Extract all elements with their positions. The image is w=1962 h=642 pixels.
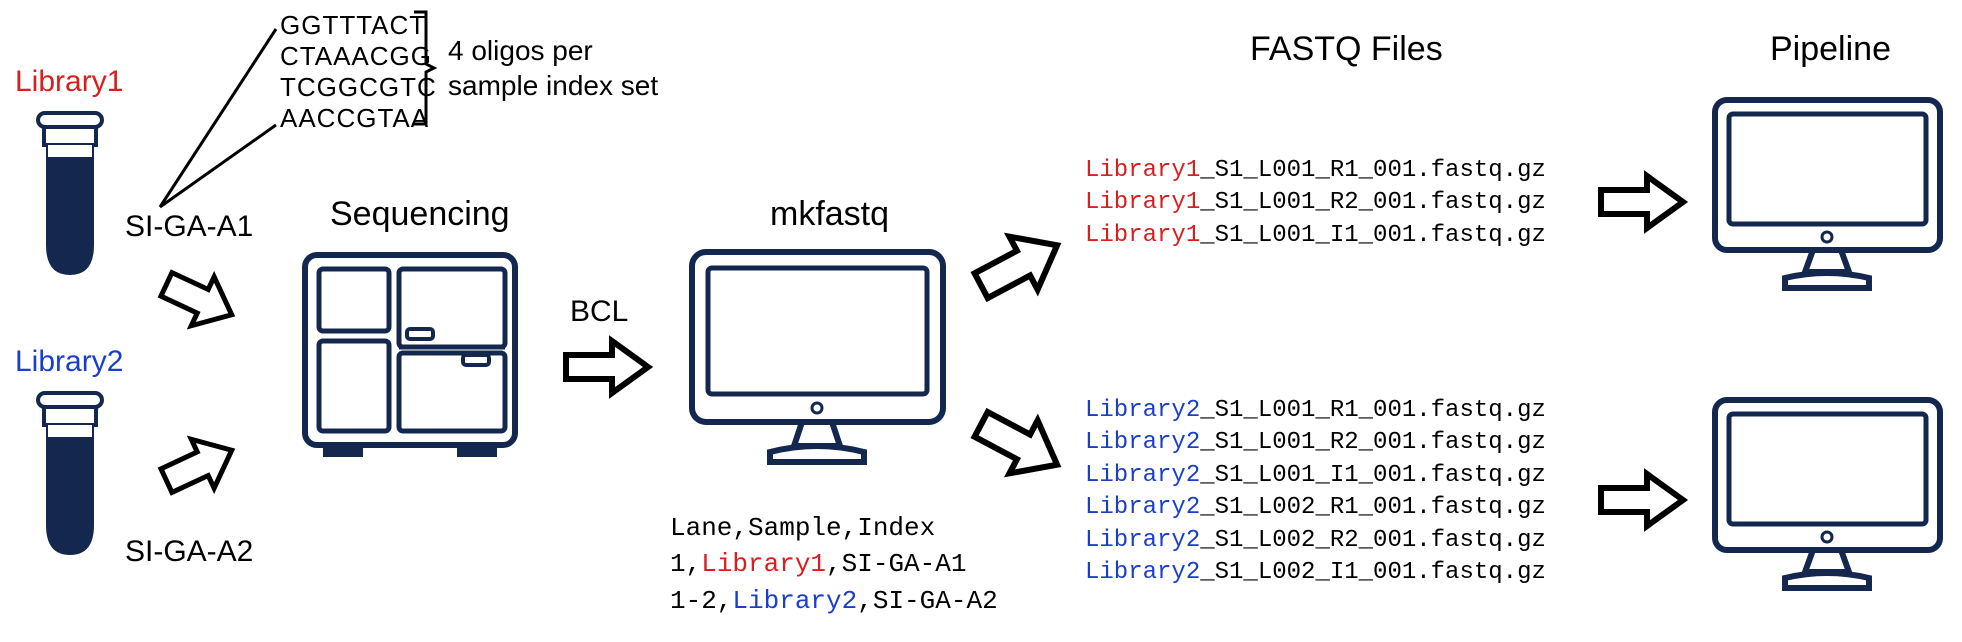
monitor-pipeline-1-icon xyxy=(1705,90,1950,305)
fastq-lib2-l1-rest: _S1_L001_R1_001.fastq.gz xyxy=(1200,397,1546,424)
fastq-lib2-l1: Library2_S1_L001_R1_001.fastq.gz xyxy=(1085,395,1546,427)
csv-r1-pre: 1, xyxy=(670,549,701,579)
arrow-lib2-to-pipeline xyxy=(1595,468,1690,533)
fastq-lib1-i1: Library1_S1_L001_I1_001.fastq.gz xyxy=(1085,220,1546,252)
sequencing-title: Sequencing xyxy=(330,195,510,234)
csv-r2-post: ,SI-GA-A2 xyxy=(857,586,997,616)
fastq-lib2-l2-rest: _S1_L001_R2_001.fastq.gz xyxy=(1200,429,1546,456)
fastq-title: FASTQ Files xyxy=(1250,30,1443,69)
arrow-lib1-to-pipeline xyxy=(1595,170,1690,235)
fastq-lib1-block: Library1_S1_L001_R1_001.fastq.gz Library… xyxy=(1085,155,1546,252)
library2-name-text: Library2 xyxy=(15,345,123,378)
fastq-lib1-r2-lib: Library1 xyxy=(1085,189,1200,216)
fastq-lib2-l6: Library2_S1_L002_I1_001.fastq.gz xyxy=(1085,557,1546,589)
fastq-lib1-r1: Library1_S1_L001_R1_001.fastq.gz xyxy=(1085,155,1546,187)
mkfastq-title: mkfastq xyxy=(770,195,889,234)
csv-r1-post: ,SI-GA-A1 xyxy=(826,549,966,579)
library1-name-text: Library1 xyxy=(15,65,123,98)
fastq-lib2-l3-lib: Library2 xyxy=(1085,462,1200,489)
library2-label: Library2 xyxy=(15,345,123,379)
oligo-connector-lines xyxy=(150,25,290,215)
arrow-mkfastq-to-lib2 xyxy=(970,405,1070,485)
library1-label: Library1 xyxy=(15,65,123,99)
tube-icon-1 xyxy=(30,105,110,285)
library1-index-label: SI-GA-A1 xyxy=(125,210,253,244)
fastq-lib2-l1-lib: Library2 xyxy=(1085,397,1200,424)
library2-index-label: SI-GA-A2 xyxy=(125,535,253,569)
fastq-lib1-i1-rest: _S1_L001_I1_001.fastq.gz xyxy=(1200,222,1546,249)
fastq-lib2-l2-lib: Library2 xyxy=(1085,429,1200,456)
csv-header: Lane,Sample,Index xyxy=(670,510,998,546)
monitor-mkfastq-icon xyxy=(680,240,955,480)
fastq-lib1-r2-rest: _S1_L001_R2_001.fastq.gz xyxy=(1200,189,1546,216)
pipeline-title: Pipeline xyxy=(1770,30,1891,69)
fastq-lib2-l5-lib: Library2 xyxy=(1085,527,1200,554)
arrow-lib1-to-seq xyxy=(155,265,245,335)
sequencer-icon xyxy=(295,245,535,470)
fastq-lib1-r1-lib: Library1 xyxy=(1085,157,1200,184)
fastq-lib2-block: Library2_S1_L001_R1_001.fastq.gz Library… xyxy=(1085,395,1546,589)
arrow-seq-to-mkfastq xyxy=(560,335,655,400)
fastq-lib1-i1-lib: Library1 xyxy=(1085,222,1200,249)
fastq-lib2-l3: Library2_S1_L001_I1_001.fastq.gz xyxy=(1085,460,1546,492)
arrow-mkfastq-to-lib1 xyxy=(970,225,1070,305)
csv-r2-pre: 1-2, xyxy=(670,586,732,616)
csv-r2-lib: Library2 xyxy=(732,586,857,616)
fastq-lib2-l5: Library2_S1_L002_R2_001.fastq.gz xyxy=(1085,525,1546,557)
csv-r1-lib: Library1 xyxy=(701,549,826,579)
bcl-label: BCL xyxy=(570,295,628,329)
fastq-lib2-l4-lib: Library2 xyxy=(1085,494,1200,521)
fastq-lib2-l6-lib: Library2 xyxy=(1085,559,1200,586)
fastq-lib2-l2: Library2_S1_L001_R2_001.fastq.gz xyxy=(1085,427,1546,459)
fastq-lib1-r1-rest: _S1_L001_R1_001.fastq.gz xyxy=(1200,157,1546,184)
oligo-note-2: sample index set xyxy=(448,70,658,102)
oligo-note-1: 4 oligos per xyxy=(448,35,593,67)
arrow-lib2-to-seq xyxy=(155,430,245,500)
fastq-lib2-l5-rest: _S1_L002_R2_001.fastq.gz xyxy=(1200,527,1546,554)
csv-row-1: 1,Library1,SI-GA-A1 xyxy=(670,546,998,582)
fastq-lib2-l3-rest: _S1_L001_I1_001.fastq.gz xyxy=(1200,462,1546,489)
csv-row-2: 1-2,Library2,SI-GA-A2 xyxy=(670,583,998,619)
fastq-lib2-l4-rest: _S1_L002_R1_001.fastq.gz xyxy=(1200,494,1546,521)
monitor-pipeline-2-icon xyxy=(1705,390,1950,605)
oligo-bracket xyxy=(410,8,440,128)
fastq-lib2-l4: Library2_S1_L002_R1_001.fastq.gz xyxy=(1085,492,1546,524)
fastq-lib1-r2: Library1_S1_L001_R2_001.fastq.gz xyxy=(1085,187,1546,219)
fastq-lib2-l6-rest: _S1_L002_I1_001.fastq.gz xyxy=(1200,559,1546,586)
csv-block: Lane,Sample,Index 1,Library1,SI-GA-A1 1-… xyxy=(670,510,998,619)
tube-icon-2 xyxy=(30,385,110,565)
